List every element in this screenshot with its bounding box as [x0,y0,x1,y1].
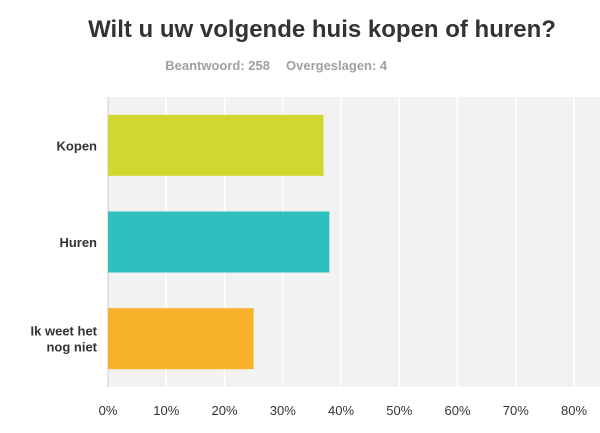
bar-1 [108,211,330,273]
x-tick-label-20: 20% [211,403,237,418]
category-labels: Kopen Huren Ik weet het nog niet [31,138,98,354]
category-label-1: Huren [59,235,97,250]
bar-2 [108,308,254,370]
x-axis-ticks: 0% 10% 20% 30% 40% 50% 60% 70% 80% [99,403,588,418]
category-label-2: Ik weet het nog niet [31,324,98,355]
bar-0 [108,114,324,176]
x-tick-label-10: 10% [153,403,179,418]
x-tick-label-80: 80% [561,403,587,418]
x-tick-label-70: 70% [503,403,529,418]
category-label-0: Kopen [57,138,98,153]
x-tick-label-60: 60% [444,403,470,418]
bars [108,114,330,370]
skipped-count: Overgeslagen: 4 [286,58,388,73]
answered-count: Beantwoord: 258 [165,58,270,73]
chart-title: Wilt u uw volgende huis kopen of huren? [88,16,556,43]
x-tick-label-0: 0% [99,403,118,418]
x-tick-label-40: 40% [328,403,354,418]
x-tick-label-30: 30% [270,403,296,418]
x-tick-label-50: 50% [386,403,412,418]
